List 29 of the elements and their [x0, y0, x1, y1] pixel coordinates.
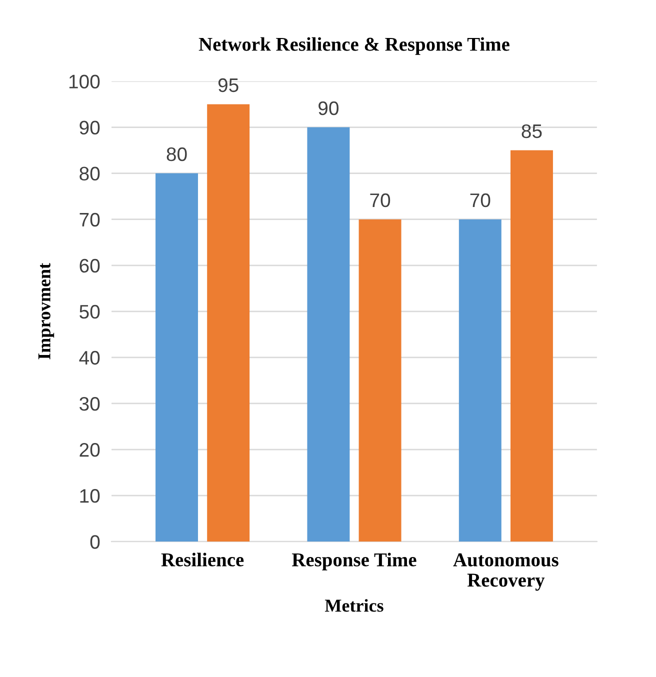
bar: [458, 219, 502, 542]
data-label: 90: [318, 101, 339, 116]
y-tick-label: 50: [80, 304, 100, 319]
y-tick-label: 30: [80, 396, 100, 411]
bar: [510, 150, 553, 542]
x-axis-title: Metrics: [324, 599, 384, 612]
y-axis-title: Improvment: [38, 263, 54, 360]
x-tick-label: Response Time: [292, 552, 416, 570]
data-label: 70: [370, 193, 390, 208]
bar: [358, 219, 402, 542]
x-tick-label: Autonomous Recovery: [453, 553, 558, 591]
data-label: 85: [522, 124, 542, 138]
y-tick-label: 90: [80, 120, 100, 135]
y-tick-label: 70: [80, 212, 100, 227]
bar: [207, 104, 250, 542]
y-tick-label: 80: [80, 166, 100, 181]
y-tick-label: 10: [80, 489, 100, 503]
data-label: 80: [166, 147, 187, 162]
bar: [307, 127, 350, 542]
y-tick-label: 60: [80, 258, 100, 273]
y-tick-label: 20: [80, 442, 100, 457]
bar: [156, 173, 198, 542]
data-label: 70: [470, 193, 490, 208]
y-tick-label: 0: [90, 535, 100, 549]
data-label: 95: [218, 78, 238, 92]
chart-title: Network Resilience & Response Time: [198, 37, 510, 55]
x-tick-label: Resilience: [161, 552, 244, 566]
y-tick-label: 100: [69, 74, 100, 88]
y-tick-label: 40: [79, 350, 100, 365]
